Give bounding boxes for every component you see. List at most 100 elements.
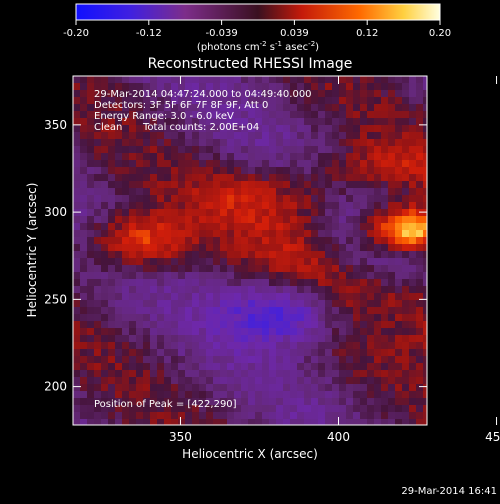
heatmap-cell [241, 160, 249, 168]
heatmap-cell [283, 370, 291, 378]
heatmap-cell [241, 146, 249, 154]
heatmap-cell [283, 293, 291, 301]
heatmap-cell [143, 195, 151, 203]
heatmap-cell [388, 216, 396, 224]
heatmap-cell [262, 349, 270, 357]
heatmap-cell [101, 216, 109, 224]
heatmap-cell [325, 349, 333, 357]
heatmap-cell [353, 384, 361, 392]
heatmap-cell [360, 405, 368, 413]
heatmap-cell [395, 209, 403, 217]
heatmap-cell [311, 265, 319, 273]
heatmap-cell [360, 195, 368, 203]
heatmap-cell [395, 174, 403, 182]
heatmap-cell [94, 293, 102, 301]
heatmap-cell [178, 195, 186, 203]
heatmap-cell [276, 167, 284, 175]
heatmap-cell [381, 174, 389, 182]
heatmap-cell [178, 391, 186, 399]
heatmap-cell [122, 237, 130, 245]
heatmap-cell [157, 174, 165, 182]
heatmap-cell [269, 118, 277, 126]
heatmap-cell [367, 349, 375, 357]
heatmap-cell [353, 363, 361, 371]
heatmap-cell [395, 377, 403, 385]
heatmap-cell [87, 244, 95, 252]
heatmap-cell [402, 104, 410, 112]
heatmap-cell [318, 209, 326, 217]
heatmap-cell [143, 405, 151, 413]
heatmap-cell [325, 251, 333, 259]
heatmap-cell [157, 104, 165, 112]
heatmap-cell [374, 118, 382, 126]
heatmap-cell [178, 300, 186, 308]
heatmap-cell [388, 272, 396, 280]
heatmap-cell [206, 132, 214, 140]
heatmap-cell [171, 321, 179, 329]
heatmap-cell [360, 83, 368, 91]
heatmap-cell [325, 307, 333, 315]
heatmap-cell [290, 349, 298, 357]
heatmap-cell [416, 398, 424, 406]
heatmap-cell [339, 125, 347, 133]
heatmap-cell [248, 251, 256, 259]
heatmap-cell [115, 356, 123, 364]
heatmap-cell [234, 370, 242, 378]
heatmap-cell [297, 307, 305, 315]
heatmap-cell [122, 202, 130, 210]
heatmap-cell [227, 167, 235, 175]
heatmap-cell [283, 209, 291, 217]
heatmap-cell [409, 419, 417, 425]
heatmap-cell [108, 160, 116, 168]
heatmap-cell [108, 202, 116, 210]
heatmap-cell [185, 118, 193, 126]
heatmap-cell [143, 258, 151, 266]
heatmap-cell [283, 391, 291, 399]
heatmap-cell [164, 181, 172, 189]
heatmap-cell [409, 244, 417, 252]
heatmap-cell [346, 237, 354, 245]
heatmap-cell [325, 97, 333, 105]
heatmap-cell [73, 391, 81, 399]
heatmap-cell [416, 76, 424, 84]
heatmap-cell [255, 293, 263, 301]
heatmap-cell [388, 377, 396, 385]
heatmap-cell [353, 405, 361, 413]
heatmap-cell [178, 314, 186, 322]
heatmap-cell [402, 153, 410, 161]
heatmap-cell [339, 237, 347, 245]
heatmap-cell [220, 279, 228, 287]
heatmap-cell [325, 209, 333, 217]
heatmap-cell [283, 251, 291, 259]
heatmap-cell [395, 153, 403, 161]
heatmap-cell [227, 195, 235, 203]
heatmap-cell [87, 419, 95, 425]
heatmap-cell [150, 251, 158, 259]
heatmap-cell [150, 349, 158, 357]
heatmap-cell [157, 314, 165, 322]
heatmap-cell [129, 398, 137, 406]
heatmap-cell [150, 293, 158, 301]
heatmap-cell [311, 377, 319, 385]
heatmap-cell [423, 76, 427, 84]
heatmap-cell [262, 97, 270, 105]
heatmap-cell [101, 118, 109, 126]
heatmap-cell [318, 314, 326, 322]
heatmap-cell [199, 111, 207, 119]
heatmap-cell [101, 174, 109, 182]
heatmap-cell [150, 132, 158, 140]
heatmap-cell [108, 90, 116, 98]
heatmap-cell [255, 391, 263, 399]
heatmap-cell [227, 314, 235, 322]
heatmap-cell [402, 237, 410, 245]
heatmap-cell [423, 349, 427, 357]
heatmap-cell [199, 314, 207, 322]
heatmap-cell [388, 293, 396, 301]
heatmap-cell [241, 321, 249, 329]
heatmap-cell [192, 265, 200, 273]
heatmap-cell [213, 314, 221, 322]
heatmap-cell [80, 76, 88, 84]
heatmap-cell [80, 265, 88, 273]
heatmap-cell [192, 209, 200, 217]
heatmap-cell [325, 139, 333, 147]
